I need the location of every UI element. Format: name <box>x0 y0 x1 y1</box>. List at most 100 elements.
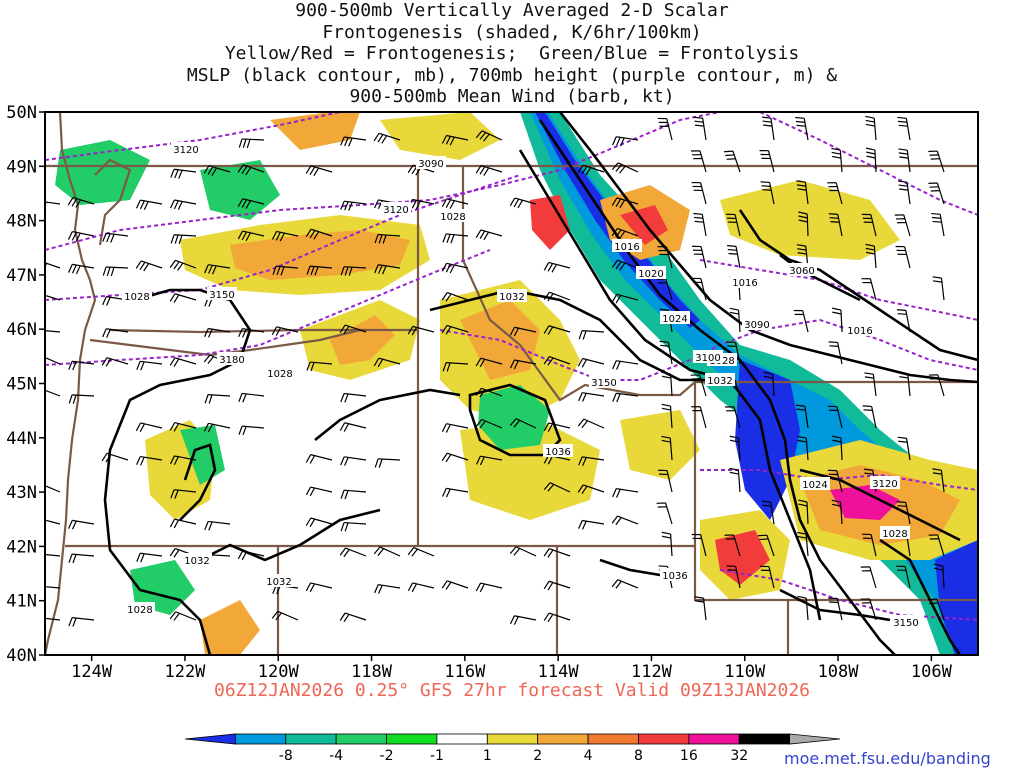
mslp-label-text: 1032 <box>499 292 524 303</box>
mslp-label-text: 1016 <box>732 278 757 289</box>
lat-tick-label: 47N <box>6 266 37 286</box>
height-label-text: 3180 <box>219 355 244 366</box>
frontogenesis-area <box>620 205 668 245</box>
credit-link[interactable]: moe.met.fsu.edu/banding <box>784 749 991 768</box>
wind-barb <box>577 418 605 429</box>
wind-barb <box>543 325 571 335</box>
wind-barb <box>760 181 775 205</box>
height-label: 3090 <box>742 317 772 331</box>
wind-barb <box>692 245 707 269</box>
wind-barb <box>828 597 843 621</box>
colorbar-cell <box>285 733 337 745</box>
height-contour <box>700 469 978 491</box>
lat-tick-label: 48N <box>6 212 37 232</box>
wind-barb <box>305 486 333 497</box>
wind-barb <box>68 360 95 371</box>
wind-barb <box>798 211 809 237</box>
wind-barb <box>577 164 605 176</box>
wind-barb <box>797 595 809 621</box>
colorbar: -8 -4 -2 -1 1 2 4 8 16 32 <box>184 733 841 764</box>
wind-barb <box>45 262 61 269</box>
wind-barb <box>611 293 639 304</box>
frontogenesis-area <box>330 315 395 365</box>
wind-barb <box>896 501 911 525</box>
height-contour <box>699 259 978 321</box>
frontogenesis-area <box>620 410 700 480</box>
height-label-text: 3120 <box>872 479 897 490</box>
colorbar-cell <box>738 733 791 745</box>
lat-tick-label: 49N <box>6 157 37 177</box>
wind-barb <box>169 611 197 621</box>
mslp-label: 1036 <box>543 444 573 458</box>
wind-barb <box>203 422 231 433</box>
forecast-valid-time: 06Z12JAN2026 0.25° GFS 27hr forecast Val… <box>213 680 811 701</box>
wind-barb <box>897 436 911 461</box>
wind-barb <box>45 201 61 207</box>
mslp-label: 1016 <box>730 275 760 289</box>
axes: 50N 49N 48N 47N 46N 45N 44N 43N 42N 41N 40N 124W 122… <box>6 103 952 682</box>
wind-barb <box>898 372 911 397</box>
wind-barb <box>543 261 571 273</box>
mslp-label: 1032 <box>182 553 212 567</box>
wind-barb <box>135 260 163 272</box>
height-label-text: 3150 <box>591 378 616 389</box>
wind-barb <box>204 264 231 275</box>
wind-barb <box>68 617 95 627</box>
colorbar-tick-label: 32 <box>730 748 748 764</box>
lon-tick-label: 108W <box>818 662 860 682</box>
lat-tick-label: 46N <box>6 320 37 340</box>
wind-barb <box>373 357 401 368</box>
wind-barb <box>827 405 843 429</box>
wind-barb <box>204 520 231 531</box>
height-label: 3120 <box>381 202 411 216</box>
mslp-label: 1028 <box>122 289 152 303</box>
wind-barb <box>441 134 469 146</box>
wind-barb <box>928 374 945 397</box>
wind-barb <box>238 327 265 338</box>
wind-barb <box>68 519 95 530</box>
wind-barb <box>45 553 61 557</box>
wind-barb <box>442 233 469 244</box>
wind-barb <box>169 421 197 432</box>
wind-barb <box>690 150 707 173</box>
wind-barb <box>238 392 265 403</box>
wind-barb <box>862 533 877 557</box>
colorbar-tick-label: -8 <box>279 748 293 764</box>
wind-barb <box>170 234 197 244</box>
wind-barb <box>897 116 911 141</box>
wind-barb <box>661 403 673 429</box>
wind-barb <box>340 521 367 532</box>
lon-tick-label: 106W <box>911 662 953 682</box>
wind-barb <box>169 357 197 367</box>
wind-barb <box>305 228 333 240</box>
mslp-label-text: 1028 <box>127 605 152 616</box>
wind-barb <box>45 485 61 493</box>
wind-barb <box>726 565 741 589</box>
wind-barb <box>612 360 639 370</box>
wind-barb <box>757 534 775 557</box>
wind-barb <box>101 357 129 367</box>
wind-barb <box>865 115 877 141</box>
wind-barb <box>832 307 843 333</box>
wind-barb <box>928 182 945 205</box>
colorbar-tick-label: -2 <box>380 748 394 764</box>
wind-barb <box>763 371 775 397</box>
wind-barb <box>724 534 741 557</box>
wind-barb <box>898 148 911 173</box>
wind-barb <box>795 404 809 429</box>
wind-barb <box>169 293 197 303</box>
height-label-text: 3090 <box>418 159 443 170</box>
wind-barb <box>136 360 163 371</box>
colorbar-tick-label: 16 <box>680 748 698 764</box>
wind-barb <box>832 435 843 461</box>
wind-barb <box>896 309 911 333</box>
coastline <box>94 158 132 246</box>
lon-tick-label: 120W <box>258 662 300 682</box>
wind-barb <box>611 227 639 239</box>
wind-barb <box>170 168 197 179</box>
wind-barb <box>798 499 809 525</box>
wind-barb <box>611 162 639 174</box>
height-contour <box>45 249 491 366</box>
wind-barb <box>611 579 639 589</box>
coastline <box>45 112 97 655</box>
